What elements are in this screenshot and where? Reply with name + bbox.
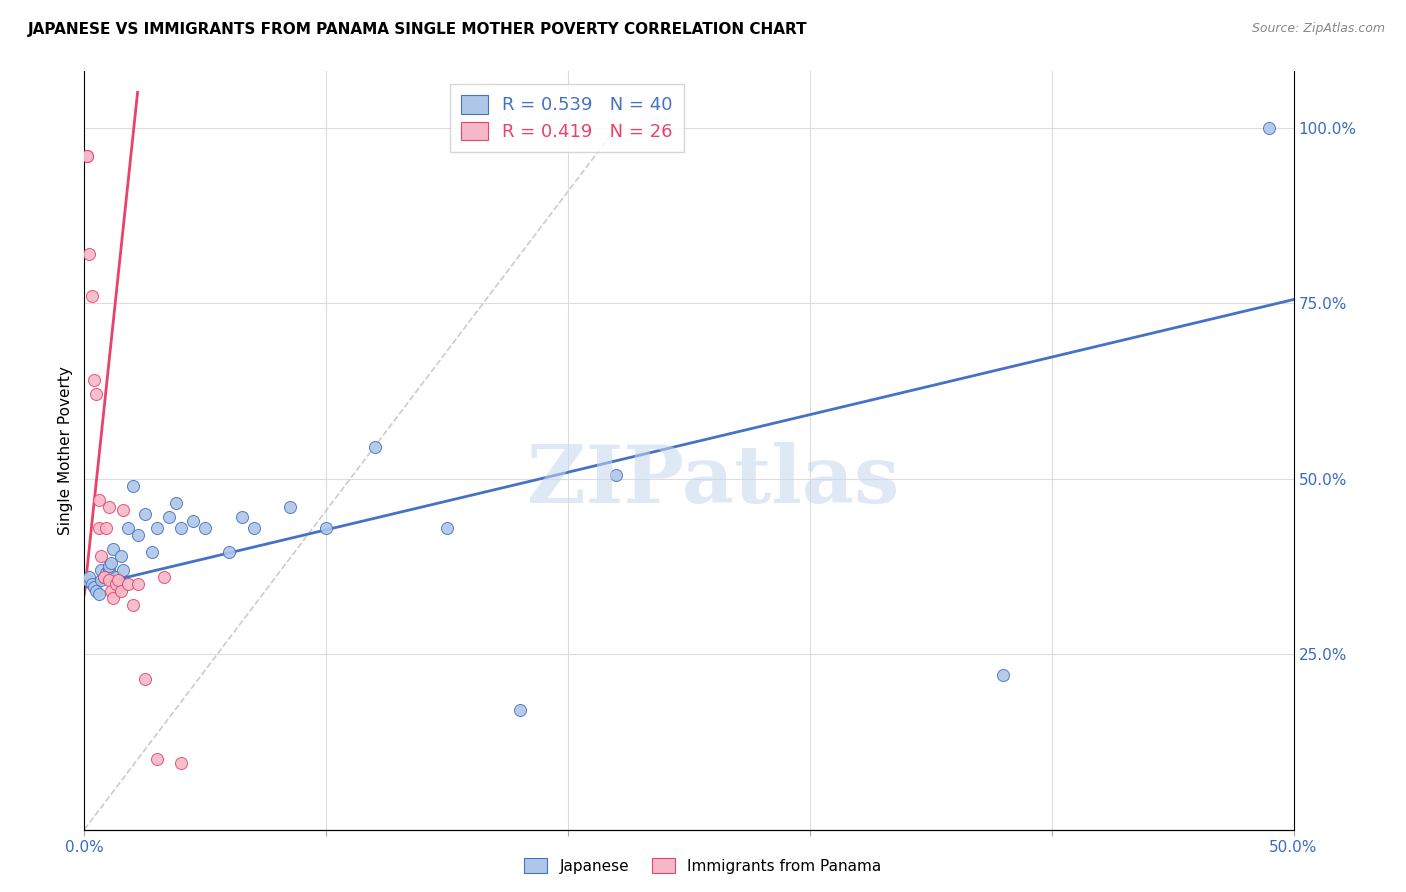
Point bbox=[1258, 120, 1281, 135]
Point bbox=[103, 591, 125, 605]
Legend: Japanese, Immigrants from Panama: Japanese, Immigrants from Panama bbox=[519, 852, 887, 880]
Text: Source: ZipAtlas.com: Source: ZipAtlas.com bbox=[1251, 22, 1385, 36]
Point bbox=[110, 583, 132, 598]
Point bbox=[363, 440, 385, 454]
Point bbox=[87, 492, 110, 507]
Point bbox=[110, 549, 132, 563]
Point bbox=[146, 752, 169, 766]
Point bbox=[278, 500, 301, 514]
Point bbox=[127, 527, 149, 541]
Point bbox=[87, 587, 110, 601]
Point bbox=[80, 289, 103, 303]
Point bbox=[170, 521, 193, 535]
Text: JAPANESE VS IMMIGRANTS FROM PANAMA SINGLE MOTHER POVERTY CORRELATION CHART: JAPANESE VS IMMIGRANTS FROM PANAMA SINGL… bbox=[28, 22, 807, 37]
Point bbox=[100, 583, 122, 598]
Point bbox=[231, 510, 253, 524]
Point bbox=[165, 496, 187, 510]
Point bbox=[77, 570, 100, 584]
Point bbox=[117, 521, 139, 535]
Point bbox=[157, 510, 180, 524]
Point bbox=[153, 570, 176, 584]
Text: ZIPatlas: ZIPatlas bbox=[527, 442, 900, 520]
Point bbox=[77, 247, 100, 261]
Point bbox=[90, 574, 112, 588]
Point bbox=[107, 580, 129, 594]
Point bbox=[90, 549, 112, 563]
Point bbox=[605, 468, 627, 483]
Point bbox=[93, 570, 115, 584]
Point bbox=[194, 521, 217, 535]
Point bbox=[97, 559, 120, 574]
Point bbox=[104, 570, 127, 584]
Point bbox=[76, 148, 98, 162]
Point bbox=[93, 570, 115, 584]
Point bbox=[86, 387, 108, 401]
Point bbox=[76, 574, 98, 588]
Point bbox=[112, 503, 135, 517]
Legend: R = 0.539   N = 40, R = 0.419   N = 26: R = 0.539 N = 40, R = 0.419 N = 26 bbox=[450, 84, 683, 152]
Point bbox=[104, 577, 127, 591]
Point bbox=[107, 574, 129, 588]
Point bbox=[103, 541, 125, 556]
Point bbox=[121, 478, 143, 492]
Point bbox=[509, 703, 531, 717]
Point bbox=[97, 563, 120, 577]
Point bbox=[94, 566, 117, 581]
Point bbox=[242, 521, 264, 535]
Point bbox=[83, 373, 105, 387]
Point bbox=[90, 563, 112, 577]
Point bbox=[100, 556, 122, 570]
Point bbox=[97, 500, 120, 514]
Point bbox=[97, 574, 120, 588]
Point bbox=[181, 514, 204, 528]
Point bbox=[112, 563, 135, 577]
Point bbox=[134, 507, 156, 521]
Point bbox=[121, 598, 143, 612]
Point bbox=[86, 583, 108, 598]
Point bbox=[218, 545, 240, 559]
Point bbox=[87, 521, 110, 535]
Point bbox=[117, 577, 139, 591]
Point bbox=[436, 521, 458, 535]
Point bbox=[94, 521, 117, 535]
Point bbox=[315, 521, 337, 535]
Point bbox=[993, 668, 1015, 682]
Y-axis label: Single Mother Poverty: Single Mother Poverty bbox=[58, 366, 73, 535]
Point bbox=[141, 545, 163, 559]
Point bbox=[127, 577, 149, 591]
Point bbox=[170, 756, 193, 770]
Point bbox=[146, 521, 169, 535]
Point bbox=[76, 148, 98, 162]
Point bbox=[134, 672, 156, 686]
Point bbox=[80, 577, 103, 591]
Point bbox=[83, 580, 105, 594]
